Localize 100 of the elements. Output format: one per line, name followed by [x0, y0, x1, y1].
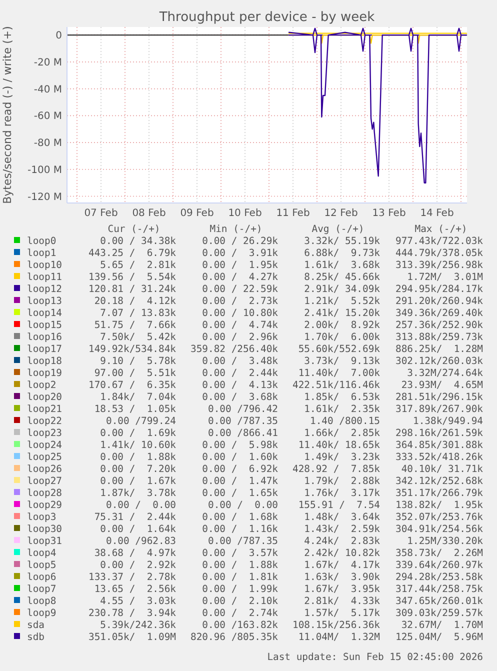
text: 1.87k/ 3.78k — [100, 488, 176, 499]
text: 0.00 / 2.74k — [202, 608, 278, 619]
text: 309.03k/259.57k — [396, 608, 484, 619]
legend-label: loop17 — [27, 344, 62, 355]
text: 1.43k/ 2.59k — [304, 524, 380, 535]
text: 0.00 /787.35 — [208, 536, 278, 547]
legend-label: loop13 — [27, 296, 62, 307]
legend-label: loop3 — [27, 512, 56, 523]
text: 2.91k/ 34.09k — [304, 284, 380, 295]
y-tick-label: -80 M — [34, 138, 62, 150]
text: 0.00 / 4.74k — [202, 320, 278, 331]
text: 302.12k/260.03k — [396, 356, 484, 367]
text: 5.39k/242.36k — [100, 620, 176, 631]
text: 0.00 / 3.48k — [202, 356, 278, 367]
text: 1.40 /800.15 — [310, 416, 380, 427]
text: 886.25k/ 1.28M — [396, 344, 484, 355]
legend-label: loop24 — [27, 440, 62, 451]
text: 0.00 / 34.38k — [100, 236, 176, 247]
text: 38.68 / 4.97k — [94, 548, 176, 559]
text: 138.82k/ 1.95k — [396, 500, 484, 511]
text: 8.25k/ 45.66k — [304, 272, 380, 283]
text: 333.52k/418.26k — [396, 452, 484, 463]
text: 125.04M/ 5.96M — [396, 632, 484, 643]
text: 317.89k/267.90k — [396, 404, 484, 415]
text: 298.16k/261.59k — [396, 428, 484, 439]
text: 1.72M/ 3.01M — [407, 272, 484, 283]
text: 1.79k/ 2.88k — [304, 476, 380, 487]
text: 0.00 / 2.96k — [202, 332, 278, 343]
text: 230.78 / 3.94k — [88, 608, 176, 619]
text: 1.25M/330.20k — [407, 536, 484, 547]
text: 1.21k/ 5.52k — [304, 296, 380, 307]
text: 3.73k/ 9.13k — [304, 356, 380, 367]
x-tick-label: 07 Feb — [84, 208, 118, 219]
legend-label: loop16 — [27, 332, 62, 343]
text: 1.48k/ 3.64k — [304, 512, 380, 523]
text: 820.96 /805.35k — [190, 632, 278, 643]
text: 0.00 /799.24 — [106, 416, 176, 427]
legend-label: loop29 — [27, 500, 62, 511]
text: 977.43k/722.03k — [396, 236, 484, 247]
text: Last update: Sun Feb 15 02:45:00 2026 — [267, 652, 484, 663]
legend-label: sdb — [27, 632, 45, 643]
text: 1.57k/ 5.17k — [304, 608, 380, 619]
text: 0.00 / 1.99k — [202, 584, 278, 595]
text: Max (-/+) — [414, 224, 468, 235]
text: 9.10 / 5.78k — [100, 356, 176, 367]
legend-label: loop2 — [27, 380, 56, 391]
y-axis-title: Bytes/second read (-) / write (+) — [1, 26, 14, 204]
y-tick-label: -20 M — [34, 57, 62, 68]
text: 155.91 / 7.54 — [298, 500, 380, 511]
legend-label: loop26 — [27, 464, 62, 475]
text: 0.00 /866.41 — [208, 428, 278, 439]
text: 1.85k/ 6.53k — [304, 392, 380, 403]
text: 0.00 /796.42 — [208, 404, 278, 415]
text: 0.00 /787.35 — [208, 416, 278, 427]
text: Avg (-/+) — [312, 224, 364, 235]
text: 40.10k/ 31.71k — [401, 464, 484, 475]
text: 0.00 / 1.88k — [100, 452, 176, 463]
text: 342.12k/252.68k — [396, 476, 484, 487]
text: 0.00 / 1.88k — [202, 560, 278, 571]
text: 0.00 / 4.13k — [202, 380, 278, 391]
text: 1.63k/ 3.90k — [304, 572, 380, 583]
text: 352.07k/253.76k — [396, 512, 484, 523]
text: 0.00 / 1.16k — [202, 524, 278, 535]
text: Min (-/+) — [210, 224, 262, 235]
legend-label: loop30 — [27, 524, 62, 535]
y-tick-label: -100 M — [27, 164, 62, 176]
text: 364.85k/301.88k — [396, 440, 484, 451]
legend-label: loop19 — [27, 368, 62, 379]
x-tick-label: 10 Feb — [228, 208, 262, 219]
text: 1.49k/ 3.23k — [304, 452, 380, 463]
text: 0.00 / 2.44k — [202, 368, 278, 379]
text: 0.00 / 1.64k — [100, 524, 176, 535]
text: 291.20k/260.94k — [396, 296, 484, 307]
text: 0.00 /163.82k — [202, 620, 278, 631]
text: 4.55 / 3.03k — [100, 596, 176, 607]
text: 1.38k/949.94 — [413, 416, 484, 427]
x-tick-label: 12 Feb — [324, 208, 358, 219]
legend-label: loop5 — [27, 560, 56, 571]
text: 0.00 / 2.92k — [100, 560, 176, 571]
legend-label: loop1 — [27, 248, 56, 259]
text: 0.00 / 2.10k — [202, 596, 278, 607]
text: 32.67M/ 1.70M — [401, 620, 484, 631]
text: 0.00 / 3.91k — [202, 248, 278, 259]
text: 1.66k/ 2.85k — [304, 428, 380, 439]
text: 1.61k/ 2.35k — [304, 404, 380, 415]
text: 294.28k/253.58k — [396, 572, 484, 583]
text: 97.00 / 5.51k — [94, 368, 176, 379]
legend-label: loop21 — [27, 404, 62, 415]
text: 11.40k/ 18.65k — [298, 440, 380, 451]
text: 304.91k/254.56k — [396, 524, 484, 535]
text: 428.92 / 7.85k — [292, 464, 380, 475]
text: 1.61k/ 3.68k — [304, 260, 380, 271]
text: 257.36k/252.90k — [396, 320, 484, 331]
x-tick-label: 14 Feb — [420, 208, 454, 219]
x-tick-label: 11 Feb — [276, 208, 310, 219]
legend-label: loop4 — [27, 548, 56, 559]
text: 108.15k/256.36k — [292, 620, 380, 631]
text: 0.00 /962.83 — [106, 536, 176, 547]
text: 0.00 / 1.67k — [100, 476, 176, 487]
text: 11.04M/ 1.32M — [298, 632, 380, 643]
